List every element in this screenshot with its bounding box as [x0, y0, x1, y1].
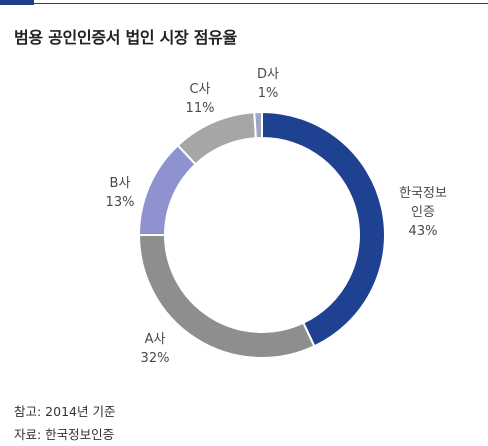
- slice-label: B사 13%: [106, 176, 135, 210]
- slice-label: D사 1%: [257, 67, 279, 101]
- slice-label: 한국정보 인증 43%: [399, 186, 447, 239]
- donut-slice: [176, 111, 257, 166]
- footnote: 참고: 2014년 기준: [14, 404, 116, 419]
- source-note: 자료: 한국정보인증: [14, 427, 115, 442]
- slice-label: A사 32%: [141, 332, 170, 366]
- donut-slice: [137, 143, 198, 236]
- donut-slice: [253, 110, 263, 140]
- header-accent-bar: [0, 0, 34, 5]
- header-rule: [34, 3, 488, 4]
- slice-label: C사 11%: [186, 82, 215, 116]
- chart-title: 범용 공인인증서 법인 시장 점유율: [14, 28, 237, 47]
- donut-slice: [261, 110, 386, 348]
